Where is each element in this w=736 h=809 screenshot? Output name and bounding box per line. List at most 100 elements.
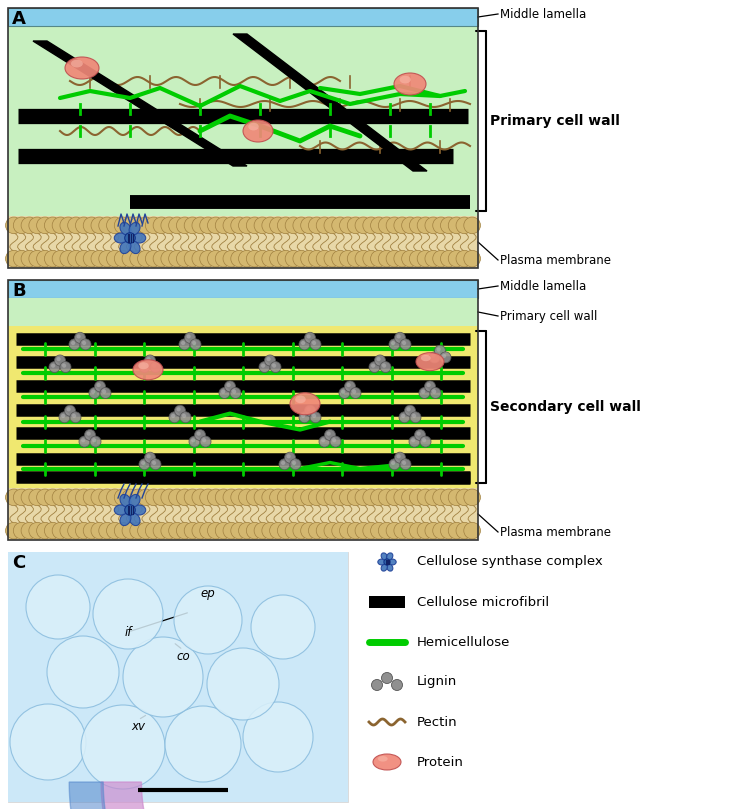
Circle shape: [174, 586, 242, 654]
Text: Primary cell wall: Primary cell wall: [490, 114, 620, 128]
Circle shape: [102, 390, 106, 394]
Circle shape: [37, 523, 53, 539]
Circle shape: [429, 352, 440, 363]
Ellipse shape: [394, 73, 426, 95]
Circle shape: [371, 250, 387, 267]
Circle shape: [6, 489, 22, 506]
Circle shape: [238, 217, 255, 234]
Circle shape: [68, 489, 85, 506]
Circle shape: [92, 438, 96, 443]
Text: if: if: [124, 625, 132, 638]
Circle shape: [301, 341, 305, 345]
Circle shape: [409, 523, 426, 539]
Circle shape: [141, 363, 145, 368]
Text: xv: xv: [131, 721, 145, 734]
Circle shape: [76, 489, 92, 506]
Circle shape: [153, 250, 170, 267]
Circle shape: [215, 523, 232, 539]
Circle shape: [402, 461, 406, 465]
Circle shape: [231, 250, 247, 267]
Circle shape: [433, 489, 450, 506]
Polygon shape: [69, 782, 294, 809]
Circle shape: [146, 454, 151, 459]
Circle shape: [199, 489, 216, 506]
Circle shape: [420, 436, 431, 447]
Circle shape: [146, 250, 162, 267]
Circle shape: [375, 355, 386, 366]
Circle shape: [363, 489, 380, 506]
Circle shape: [99, 250, 116, 267]
Circle shape: [57, 357, 60, 361]
Circle shape: [456, 523, 473, 539]
Circle shape: [80, 339, 91, 350]
Circle shape: [223, 523, 240, 539]
Circle shape: [411, 438, 415, 443]
Circle shape: [299, 339, 310, 350]
Circle shape: [341, 390, 345, 394]
Ellipse shape: [133, 360, 163, 379]
Circle shape: [177, 489, 193, 506]
Circle shape: [391, 341, 395, 345]
Circle shape: [272, 363, 276, 368]
Circle shape: [153, 217, 170, 234]
Circle shape: [130, 217, 146, 234]
Circle shape: [293, 489, 310, 506]
Circle shape: [409, 489, 426, 506]
Circle shape: [464, 523, 481, 539]
Circle shape: [146, 523, 162, 539]
Circle shape: [363, 217, 380, 234]
Circle shape: [76, 523, 92, 539]
Circle shape: [177, 523, 193, 539]
Circle shape: [184, 489, 201, 506]
Circle shape: [262, 250, 278, 267]
Circle shape: [425, 217, 442, 234]
Circle shape: [409, 250, 426, 267]
Circle shape: [277, 523, 294, 539]
Circle shape: [177, 217, 193, 234]
Circle shape: [138, 217, 155, 234]
Circle shape: [26, 575, 90, 639]
Circle shape: [49, 362, 60, 373]
Ellipse shape: [373, 754, 401, 770]
Circle shape: [386, 217, 403, 234]
Circle shape: [52, 250, 68, 267]
Circle shape: [114, 250, 131, 267]
Circle shape: [339, 217, 356, 234]
Circle shape: [29, 489, 46, 506]
Text: Cellulose synthase complex: Cellulose synthase complex: [417, 556, 603, 569]
Circle shape: [60, 523, 77, 539]
Circle shape: [394, 332, 406, 343]
Circle shape: [99, 217, 116, 234]
Circle shape: [91, 217, 107, 234]
Circle shape: [406, 407, 411, 412]
Bar: [8, 216, 478, 268]
Circle shape: [394, 489, 411, 506]
Text: C: C: [12, 554, 25, 572]
Circle shape: [363, 250, 380, 267]
Circle shape: [60, 362, 71, 373]
Circle shape: [305, 332, 316, 343]
Circle shape: [254, 217, 271, 234]
Circle shape: [219, 388, 230, 399]
Circle shape: [29, 250, 46, 267]
Circle shape: [378, 489, 395, 506]
Circle shape: [339, 388, 350, 399]
Ellipse shape: [248, 123, 259, 130]
Circle shape: [6, 250, 22, 267]
Circle shape: [90, 436, 101, 447]
Circle shape: [312, 414, 316, 418]
Circle shape: [184, 217, 201, 234]
Circle shape: [81, 705, 165, 789]
Circle shape: [179, 339, 190, 350]
Circle shape: [262, 217, 278, 234]
Circle shape: [161, 217, 177, 234]
Ellipse shape: [114, 505, 127, 515]
Circle shape: [371, 489, 387, 506]
Circle shape: [433, 250, 450, 267]
Circle shape: [21, 489, 38, 506]
Circle shape: [430, 388, 441, 399]
Circle shape: [122, 250, 138, 267]
Circle shape: [44, 489, 61, 506]
Circle shape: [153, 489, 170, 506]
Circle shape: [308, 250, 325, 267]
